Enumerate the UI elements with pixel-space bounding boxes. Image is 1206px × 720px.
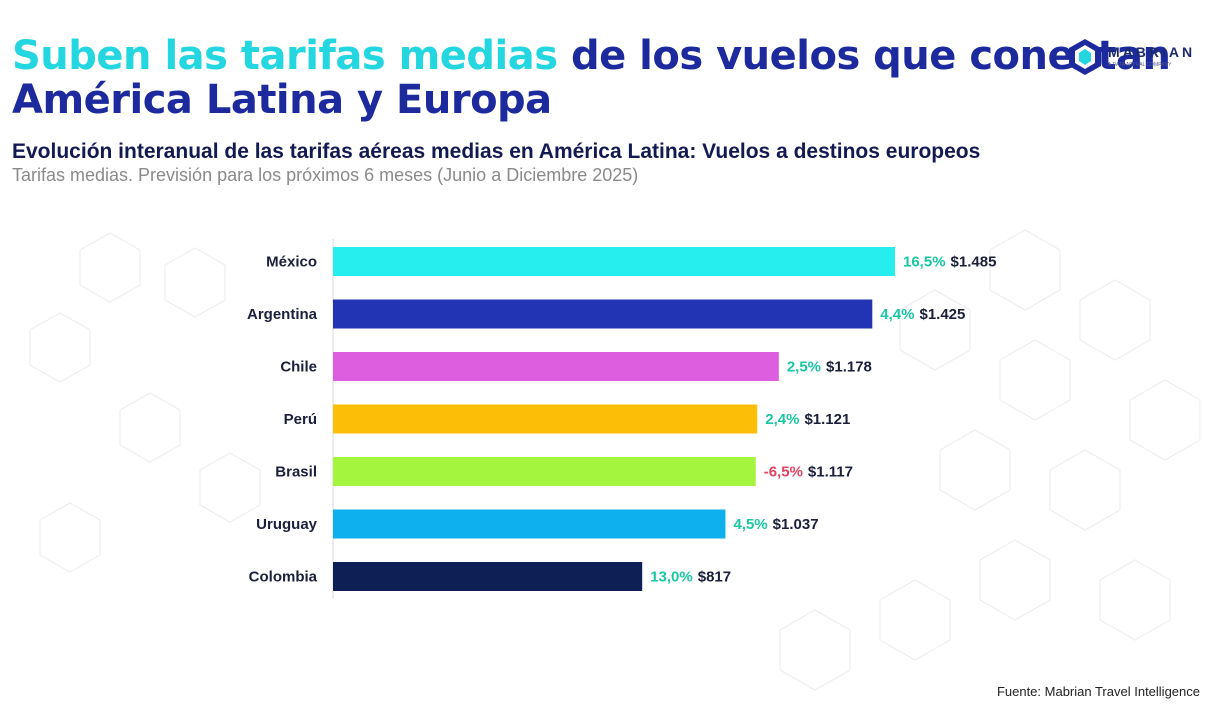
yoy-change-label: -6,5%	[764, 464, 803, 481]
yoy-change-label: 4,4%	[880, 306, 914, 323]
headline-rest: de los vuelos que conectan América Latin…	[12, 33, 1171, 123]
category-label: Chile	[280, 359, 317, 376]
bar-1	[333, 299, 873, 329]
yoy-change-label: 2,5%	[787, 359, 821, 376]
source-note: Fuente: Mabrian Travel Intelligence	[996, 684, 1200, 699]
yoy-change-label: 13,0%	[650, 569, 693, 586]
value-label: $1.425	[919, 306, 965, 323]
value-label: $1.037	[773, 516, 819, 533]
bar-4	[333, 457, 756, 486]
yoy-change-label: 2,4%	[765, 411, 799, 428]
value-label: $1.178	[826, 359, 872, 376]
headline-accent: Suben las tarifas medias	[12, 33, 558, 79]
logo-name: MABRIAN	[1108, 44, 1196, 60]
hexagon-logo-icon	[1069, 39, 1101, 75]
category-label: Brasil	[275, 464, 317, 481]
bar-0	[333, 247, 895, 276]
bar-6	[333, 562, 643, 591]
chart-title: Evolución interanual de las tarifas aére…	[12, 140, 981, 163]
value-label: $1.121	[804, 411, 850, 428]
bar-5	[333, 509, 726, 539]
logo-tagline: A DATA APPEAL COMPANY	[1108, 62, 1172, 68]
value-label: $1.485	[951, 254, 997, 271]
yoy-change-label: 16,5%	[903, 254, 946, 271]
category-label: Perú	[284, 411, 317, 428]
bar-3	[333, 404, 758, 434]
bar-2	[333, 352, 779, 381]
category-label: Colombia	[249, 569, 318, 586]
value-label: $1.117	[808, 464, 853, 481]
category-label: Argentina	[247, 306, 318, 323]
headline: Suben las tarifas medias de los vuelos q…	[12, 34, 1206, 122]
yoy-change-label: 4,5%	[733, 516, 767, 533]
value-label: $817	[698, 569, 731, 586]
chart-note: Tarifas medias. Previsión para los próxi…	[12, 165, 639, 185]
mabrian-logo: MABRIAN A DATA APPEAL COMPANY	[1068, 38, 1198, 78]
category-label: México	[266, 254, 317, 271]
category-label: Uruguay	[256, 516, 318, 533]
